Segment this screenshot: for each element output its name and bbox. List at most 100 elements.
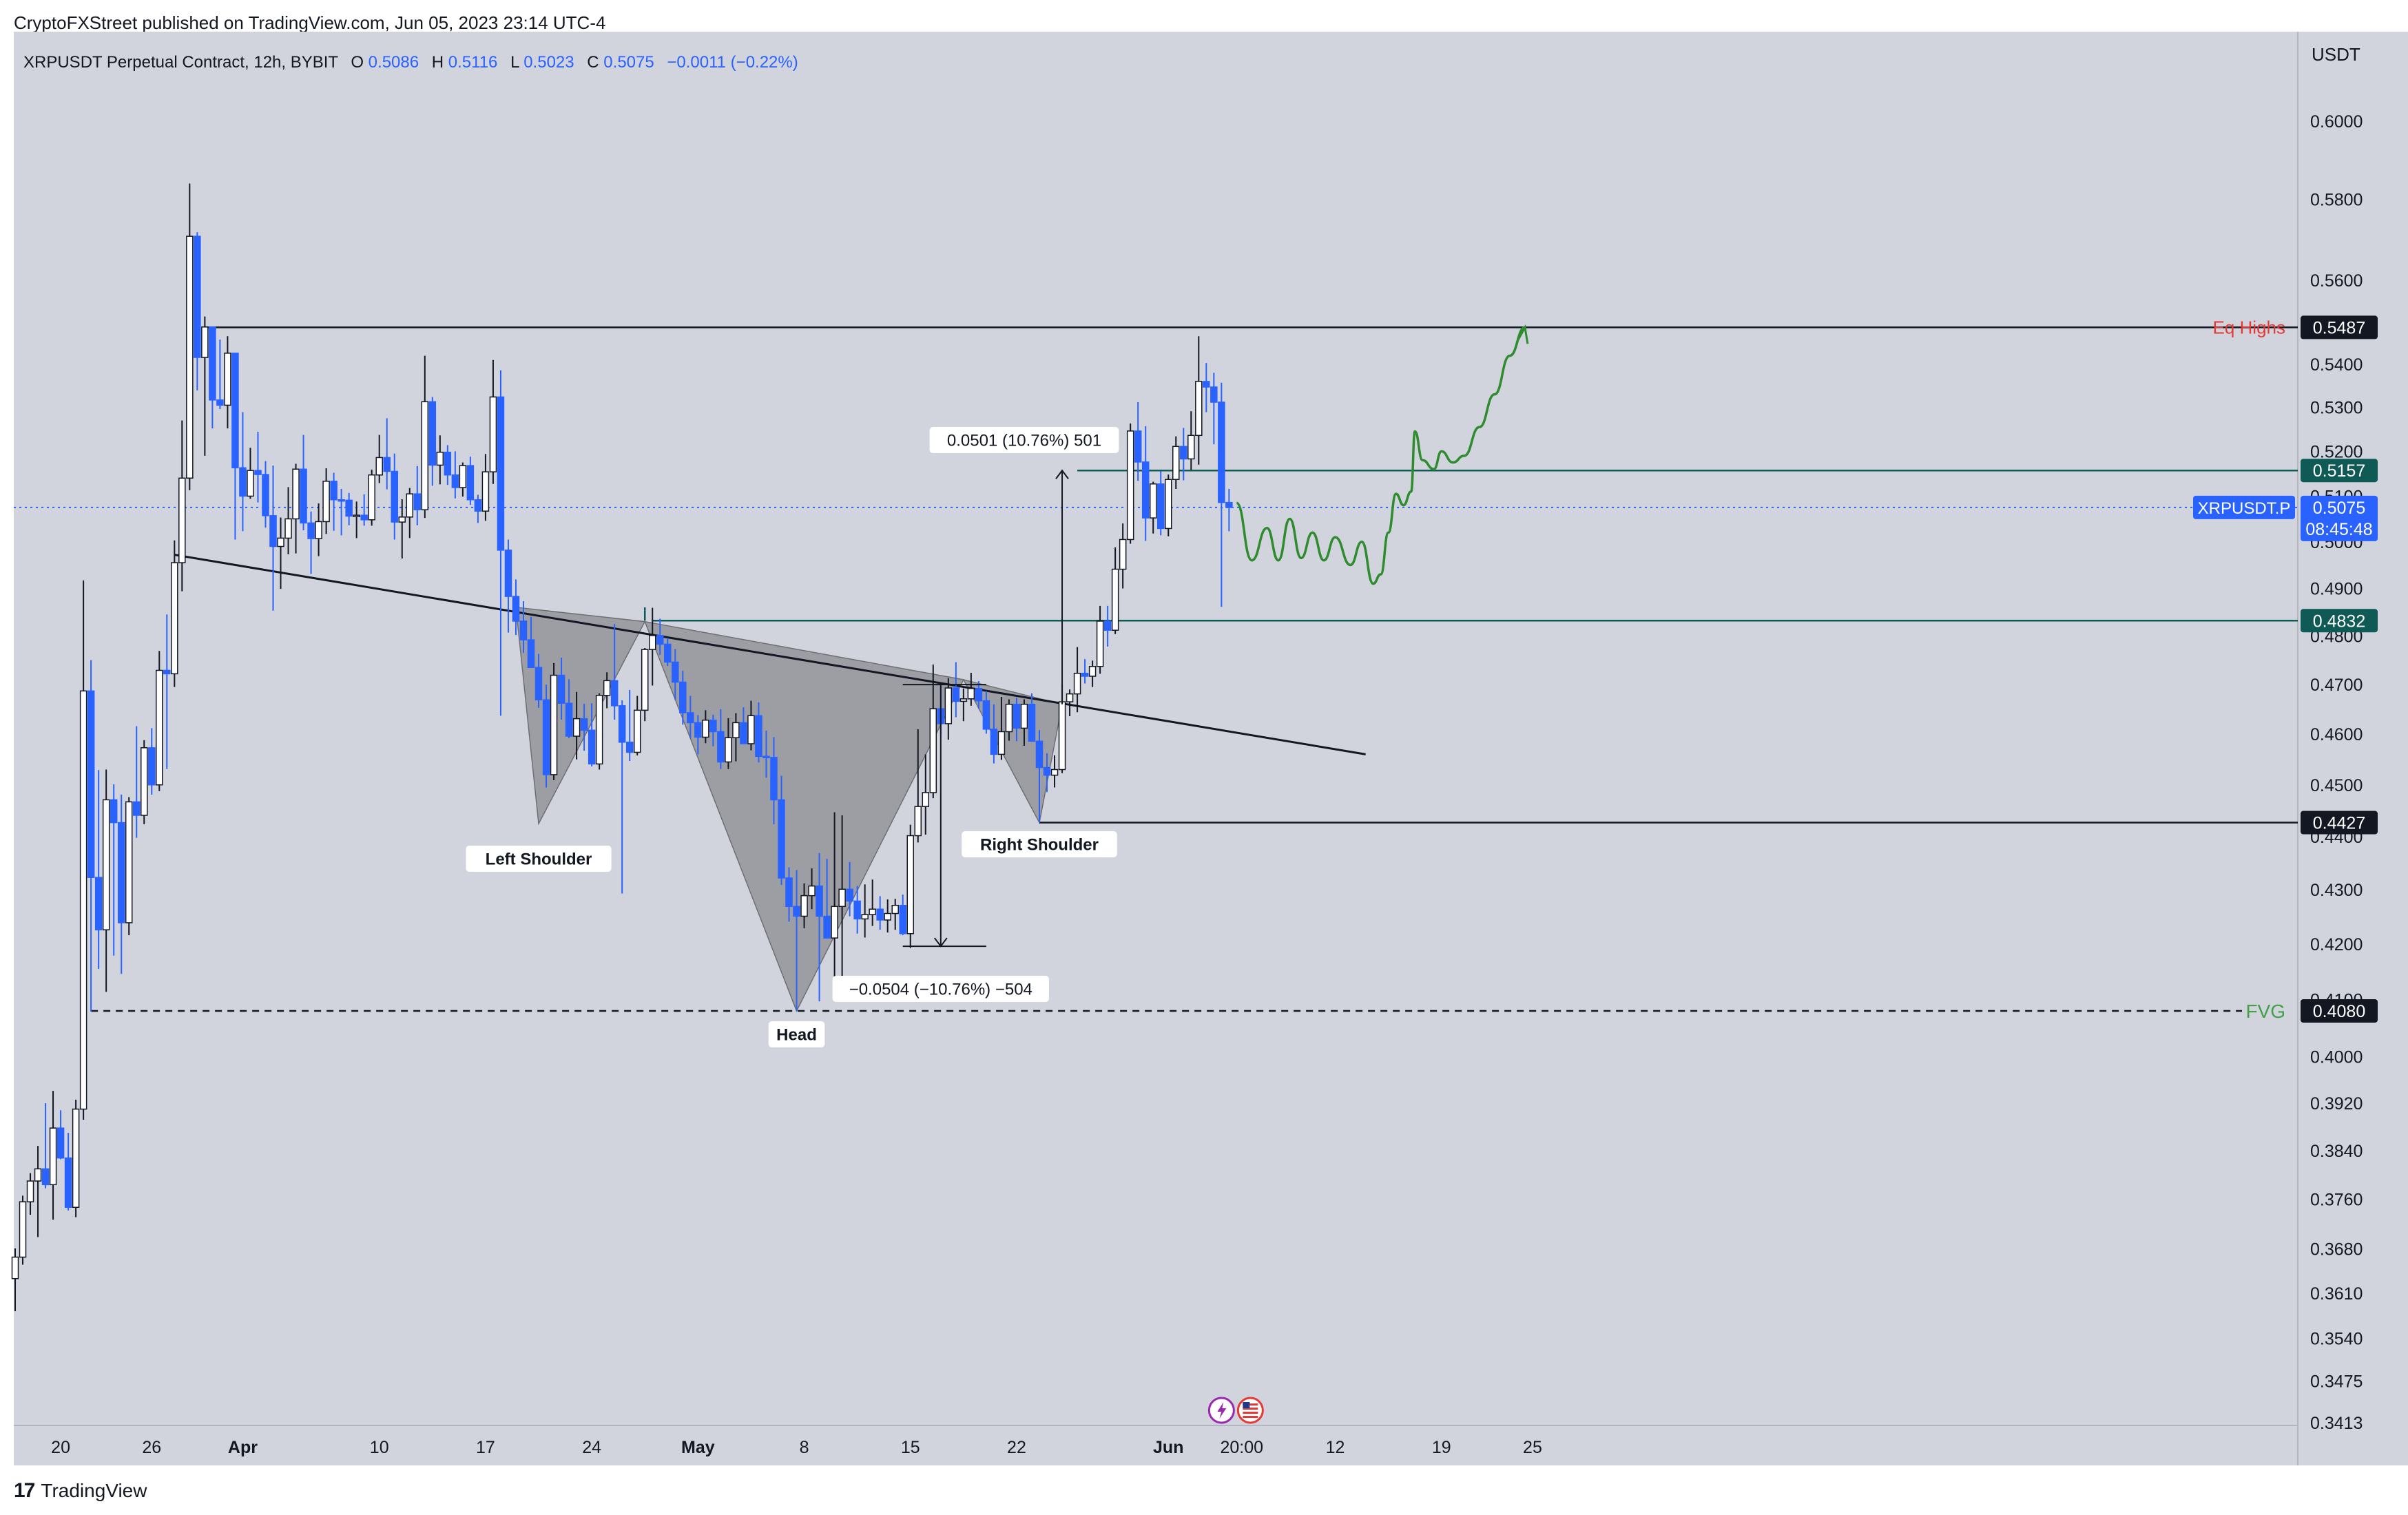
candle (1180, 428, 1187, 481)
candle (641, 648, 649, 722)
candle (800, 883, 808, 928)
candle (1005, 699, 1013, 741)
legend-close-label: C (587, 53, 599, 72)
head-label: Head (776, 1026, 817, 1045)
measure-down-arrowhead (934, 937, 948, 948)
candle-body (876, 908, 884, 921)
flag-stripe (1243, 1408, 1258, 1410)
level-4832-price-label: 0.4832 (2313, 612, 2365, 631)
candle-body (269, 515, 277, 547)
countdown-label: 08:45:48 (2305, 520, 2372, 539)
candle-body (49, 1127, 57, 1186)
symbol-label: XRPUSDT.P (2198, 499, 2291, 518)
candle (41, 1103, 50, 1189)
candle-body (861, 914, 869, 920)
candle-body (853, 900, 861, 920)
candle-body (1203, 381, 1210, 388)
candle (967, 673, 975, 706)
candle (284, 487, 292, 554)
candle (519, 600, 528, 654)
candle (990, 704, 998, 764)
candle-body (428, 401, 437, 466)
svg-text:XRPUSDT Perpetual Contract, 12: XRPUSDT Perpetual Contract, 12h, BYBIT O… (23, 53, 798, 72)
candle (292, 463, 300, 554)
price-tick-label: 0.3760 (2310, 1191, 2363, 1210)
candle-body (194, 236, 201, 358)
us-flag-icon[interactable] (1236, 1397, 1264, 1424)
candle (391, 453, 398, 540)
candle-body (1005, 703, 1013, 733)
time-axis[interactable]: 20 26 Apr 10 17 24 May 8 15 22 Jun 20:00 12 19 25 (51, 1438, 1542, 1457)
candle-body (755, 715, 762, 758)
candle (315, 503, 322, 556)
candle-body (239, 467, 247, 497)
candle (117, 794, 125, 974)
ohlc-legend: XRPUSDT Perpetual Contract, 12h, BYBIT O… (23, 53, 798, 72)
neckline (174, 554, 1366, 755)
candle (436, 435, 444, 485)
candle (853, 886, 861, 934)
candle (656, 618, 664, 655)
candle (1225, 488, 1233, 532)
candle-body (967, 688, 975, 700)
candle-body (1013, 703, 1021, 729)
level-5157-price-label-badge[interactable] (2301, 459, 2378, 483)
candle (550, 662, 558, 781)
candle-body (1050, 769, 1059, 776)
candle-body (1134, 430, 1142, 463)
candle-body (869, 908, 876, 915)
candle-body (527, 639, 535, 668)
candle-body (156, 669, 163, 786)
candle-body (982, 700, 990, 730)
candle (884, 899, 891, 933)
candle-body (421, 401, 429, 510)
candle-body (398, 516, 406, 523)
current-price-badge[interactable] (2301, 495, 2378, 541)
candle-body (512, 596, 520, 622)
time-tick-label: 10 (370, 1438, 389, 1457)
level-4427-price-label-badge[interactable] (2301, 811, 2378, 835)
candle-body (11, 1256, 19, 1279)
candle (793, 870, 800, 1011)
candle-body (209, 326, 216, 401)
candle (125, 797, 133, 936)
candle (1156, 471, 1165, 536)
candle-body (1126, 430, 1134, 541)
candle-body (717, 731, 725, 763)
candle (19, 1195, 27, 1265)
candle-body (709, 720, 717, 733)
candle-body (436, 451, 444, 466)
candle (869, 879, 876, 926)
candle-body (1096, 620, 1104, 667)
candle (891, 899, 899, 930)
symbol-badge[interactable] (2193, 495, 2295, 519)
eq-highs-price-label: 0.5487 (2313, 318, 2365, 337)
projection-path (1236, 326, 1526, 585)
candle (156, 651, 163, 791)
fvg-price-label-badge[interactable] (2301, 999, 2378, 1023)
candle (94, 770, 103, 969)
candle-body (1043, 766, 1051, 776)
price-tick-label: 0.3610 (2310, 1284, 2363, 1304)
eq-highs-price-label-badge[interactable] (2301, 315, 2378, 339)
candle (239, 412, 247, 532)
legend-symbol: XRPUSDT Perpetual Contract, 12h, BYBIT (23, 53, 338, 72)
candle-body (1149, 483, 1157, 519)
candle (262, 461, 269, 528)
candle (504, 539, 512, 633)
candle (132, 726, 141, 838)
level-4832-price-label-badge[interactable] (2301, 609, 2378, 633)
candle (1028, 693, 1036, 742)
candle-body (997, 731, 1006, 755)
candle (171, 540, 178, 687)
candle (64, 1133, 72, 1211)
candle (1020, 699, 1028, 746)
candle (231, 353, 239, 540)
candle-body (1180, 446, 1187, 460)
candle (254, 432, 262, 503)
price-axis[interactable]: 0.6000 0.5800 0.5600 0.5400 0.5300 0.52000.51… (2193, 112, 2378, 1433)
candle (922, 754, 930, 835)
candle-body (413, 493, 422, 510)
candle-body (838, 888, 846, 908)
